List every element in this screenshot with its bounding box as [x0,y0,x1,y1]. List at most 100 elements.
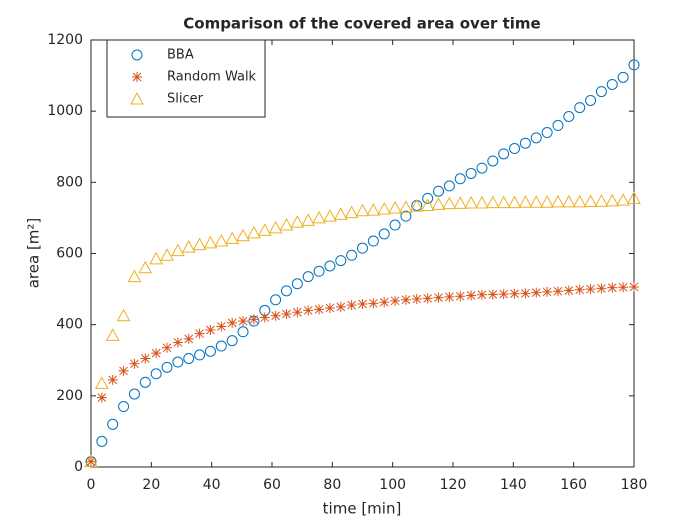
point [464,195,478,209]
x-tick-label: 160 [560,477,587,493]
point [172,356,184,368]
point [390,295,401,306]
point [389,219,401,231]
point [257,223,272,236]
point [399,200,413,213]
point [431,197,446,210]
point [96,435,108,447]
point [443,180,455,192]
x-tick-label: 0 [87,477,96,493]
point [531,287,542,298]
point [346,249,358,261]
x-tick-label: 180 [621,477,648,493]
point [313,265,325,277]
point [140,353,151,364]
point [442,196,457,210]
point [541,127,553,139]
point [496,195,511,209]
point [368,298,379,309]
point [214,234,229,247]
point [409,199,424,212]
point [129,358,140,369]
point [628,59,640,71]
point [475,195,489,209]
point [127,269,142,283]
point [204,345,216,357]
point [335,301,346,312]
point [138,260,153,274]
x-tick-label: 20 [142,477,160,493]
point [388,200,402,214]
point [281,308,292,319]
point [105,328,120,341]
point [139,376,151,388]
point [279,217,294,231]
x-tick-label: 100 [379,477,406,493]
point [149,251,164,265]
y-tick-label: 1000 [47,103,83,119]
point [151,348,162,359]
y-tick-label: 1200 [47,32,83,48]
point [86,456,96,467]
point [95,376,109,389]
point [107,374,118,385]
point [128,388,140,400]
point [618,282,629,293]
point [226,335,238,347]
point [379,297,390,308]
point [357,242,368,254]
point [116,308,131,322]
x-tick-label: 120 [440,477,467,493]
point [605,193,620,207]
legend-marker [130,91,144,105]
point [507,195,522,209]
point [453,196,468,209]
point [161,361,173,373]
x-tick-label: 40 [203,477,221,493]
point [552,119,564,131]
point [487,155,499,167]
point [162,342,173,353]
point [585,284,596,295]
point [333,207,348,220]
point [236,228,250,242]
point [183,352,195,364]
point [629,281,639,292]
point [574,284,585,295]
point [292,307,303,318]
point [160,248,174,261]
point [270,294,282,306]
point [203,235,218,249]
chart-title: Comparison of the covered area over time [183,15,540,33]
point [422,192,434,204]
point [205,325,216,336]
point [324,302,335,313]
point [378,228,390,240]
point [529,195,544,208]
legend-marker [131,49,143,61]
point [238,316,249,327]
y-tick-label: 800 [56,174,83,190]
point [171,243,185,257]
point [303,305,314,316]
point [248,314,259,325]
point [563,111,575,123]
point [259,312,270,323]
point [420,198,435,211]
point [118,365,129,376]
legend-label: BBA [167,48,194,63]
point [400,294,411,305]
point [237,326,249,338]
point [563,285,574,296]
point [84,454,98,468]
point [314,304,325,315]
point [181,240,196,253]
point [540,195,554,208]
point [268,220,283,234]
point [355,203,370,217]
point [291,278,303,290]
x-tick-label: 60 [263,477,281,493]
legend-label: Random Walk [167,70,257,85]
point [542,286,553,297]
